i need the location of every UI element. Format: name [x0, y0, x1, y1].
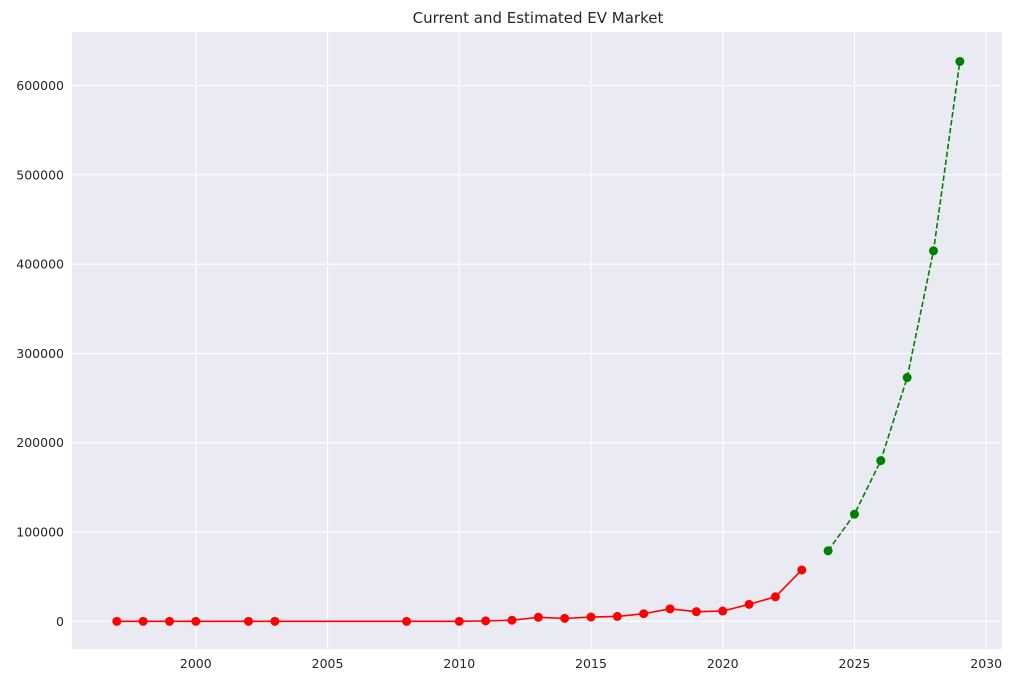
- series-1-point: [244, 616, 254, 626]
- series-1-point: [164, 616, 174, 626]
- x-tick-label: 2010: [443, 656, 475, 671]
- series-1-point: [270, 616, 280, 626]
- y-tick-label: 600000: [16, 78, 64, 93]
- series-1-point: [138, 616, 148, 626]
- series-1-point: [481, 616, 491, 626]
- series-1-point: [744, 599, 754, 609]
- series-2-point: [849, 509, 859, 519]
- series-2-point: [929, 246, 939, 256]
- series-1-point: [797, 565, 807, 575]
- y-tick-label: 0: [56, 614, 64, 629]
- x-tick-label: 2020: [707, 656, 739, 671]
- series-2-point: [955, 56, 965, 66]
- x-tick-label: 2005: [312, 656, 344, 671]
- x-tick-label: 2000: [180, 656, 212, 671]
- series-1-point: [665, 604, 675, 614]
- series-1-point: [112, 616, 122, 626]
- x-tick-label: 2015: [575, 656, 607, 671]
- series-1-point: [718, 606, 728, 616]
- series-2-point: [876, 456, 886, 466]
- y-tick-label: 200000: [16, 435, 64, 450]
- y-tick-label: 400000: [16, 257, 64, 272]
- y-tick-label: 500000: [16, 167, 64, 182]
- plot-area: [72, 32, 1002, 649]
- series-line-2: [827, 61, 961, 552]
- chart-title: Current and Estimated EV Market: [413, 9, 664, 27]
- series-1-point: [612, 611, 622, 621]
- series-1-point: [770, 592, 780, 602]
- series-1-point: [586, 612, 596, 622]
- series-2-point: [902, 373, 912, 383]
- tick-labels: 2000 2005 2010 2015 2020 2025 2030 0 100000 20000…: [16, 78, 1002, 671]
- y-tick-label: 300000: [16, 346, 64, 361]
- series-1-point: [507, 615, 517, 625]
- grid: [72, 32, 1002, 649]
- series-layer: [112, 56, 965, 626]
- series-1-point: [402, 616, 412, 626]
- series-1-point: [639, 609, 649, 619]
- series-1-point: [533, 612, 543, 622]
- series-1-point: [560, 613, 570, 623]
- series-2-point: [823, 546, 833, 556]
- y-tick-label: 100000: [16, 525, 64, 540]
- x-tick-label: 2030: [970, 656, 1002, 671]
- series-1-point: [454, 616, 464, 626]
- x-tick-label: 2025: [839, 656, 871, 671]
- series-1-point: [191, 616, 201, 626]
- series-1-point: [691, 607, 701, 617]
